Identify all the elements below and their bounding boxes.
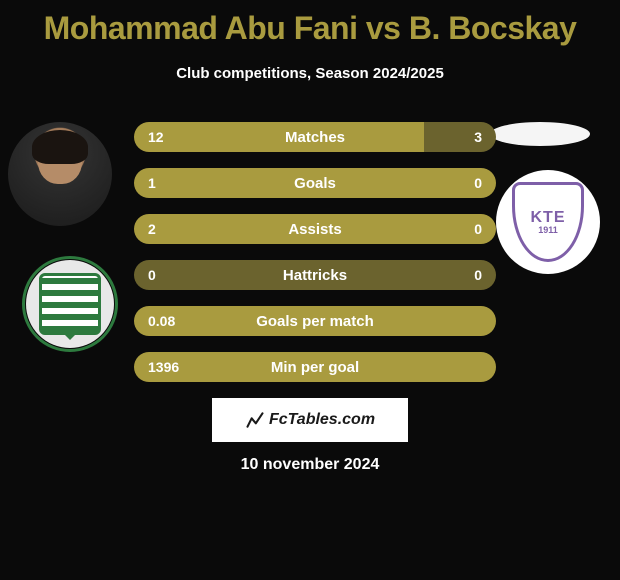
page-title: Mohammad Abu Fani vs B. Bocskay: [0, 0, 620, 47]
stat-row: Min per goal1396: [134, 352, 496, 382]
subtitle: Club competitions, Season 2024/2025: [0, 65, 620, 82]
stat-bar-left: [134, 122, 424, 152]
stat-row: Matches123: [134, 122, 496, 152]
stat-bar-full: [134, 306, 496, 336]
stat-bar-right: [424, 122, 496, 152]
title-player1: Mohammad Abu Fani: [44, 10, 358, 46]
stat-bar-full: [134, 352, 496, 382]
player1-club-badge: [26, 260, 114, 348]
player1-photo: [8, 122, 112, 226]
stat-row: Hattricks00: [134, 260, 496, 290]
badge2-shield: KTE 1911: [512, 182, 584, 262]
brand-logo-icon: [245, 410, 265, 430]
player1-photo-wrap: [8, 122, 112, 226]
badge-shield: [39, 273, 101, 335]
player2-photo-wrap: [490, 122, 590, 146]
comparison-infographic: Mohammad Abu Fani vs B. Bocskay Club com…: [0, 0, 620, 580]
footer-date: 10 november 2024: [0, 456, 620, 474]
stat-bar-full: [134, 214, 496, 244]
stat-bar-full: [134, 168, 496, 198]
stat-row: Assists20: [134, 214, 496, 244]
player2-club-badge: KTE 1911: [496, 170, 600, 274]
badge2-year: 1911: [538, 225, 558, 235]
title-vs: vs: [366, 10, 401, 46]
brand-text: FcTables.com: [269, 411, 375, 429]
stat-row: Goals per match0.08: [134, 306, 496, 336]
stat-bar-full: [134, 260, 496, 290]
brand-badge: FcTables.com: [212, 398, 408, 442]
stat-bars: Matches123 Goals10 Assists20 Hattricks00 Goa…: [134, 122, 496, 398]
stat-row: Goals10: [134, 168, 496, 198]
title-player2: B. Bocskay: [409, 10, 577, 46]
player2-photo-placeholder: [490, 122, 590, 146]
